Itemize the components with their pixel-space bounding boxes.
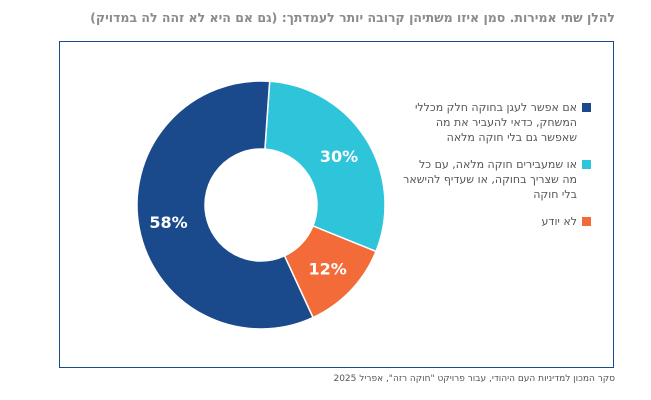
legend-item: לא יודע (401, 214, 591, 229)
slice-secondary (264, 80, 386, 253)
legend-label: אם אפשר לעגן בחוקה חלק מכללי המשחק, כדאי… (414, 101, 577, 144)
legend-swatch (582, 217, 591, 226)
chart-legend: אם אפשר לעגן בחוקה חלק מכללי המשחק, כדאי… (401, 100, 591, 241)
chart-source-note: סקר המכון למדיניות העם היהודי, עבור פרוי… (333, 374, 615, 384)
legend-item: או שמעבירים חוקה מלאה, עם כל מה שצריך בח… (401, 157, 591, 202)
legend-swatch (582, 103, 591, 112)
legend-label: לא יודע (541, 215, 577, 228)
chart-title: להלן שתי אמירות. סמן איזו משתיהן קרובה י… (90, 10, 615, 25)
legend-item: אם אפשר לעגן בחוקה חלק מכללי המשחק, כדאי… (401, 100, 591, 145)
data-label: 12% (308, 259, 346, 278)
legend-swatch (582, 160, 591, 169)
legend-label: או שמעבירים חוקה מלאה, עם כל מה שצריך בח… (403, 158, 577, 201)
data-label: 58% (149, 213, 187, 232)
slice-primary (136, 80, 315, 330)
data-label: 30% (320, 147, 358, 166)
chart-frame: 30% 12% 58% אם אפשר לעגן בחוקה חלק מכללי ה… (59, 41, 614, 368)
donut-chart: 30% 12% 58% (136, 80, 386, 330)
